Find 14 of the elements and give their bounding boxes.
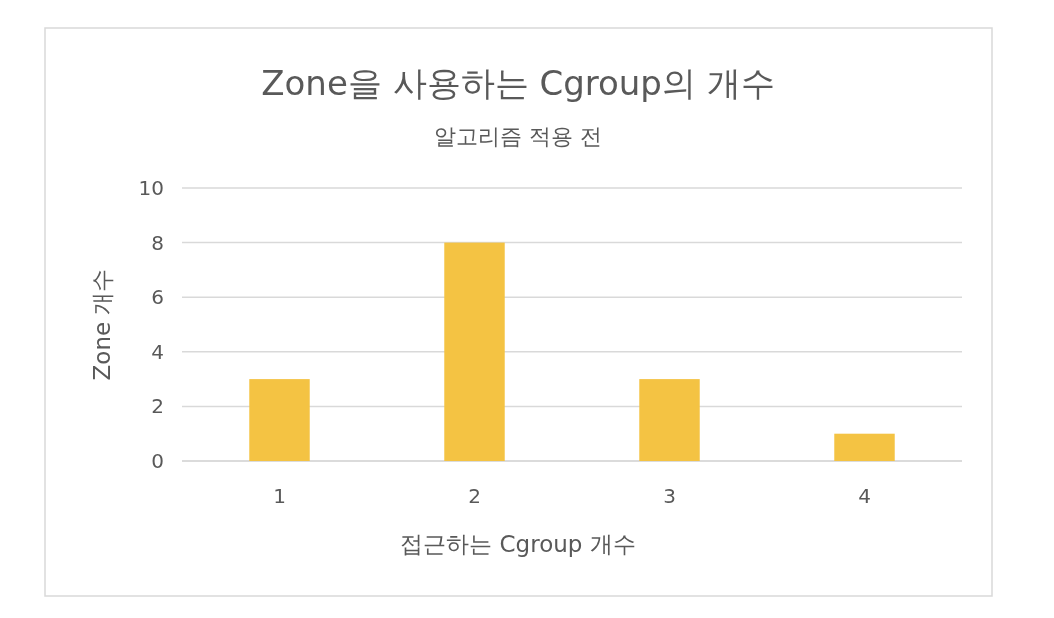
chart-subtitle: 알고리즘 적용 전: [434, 124, 602, 149]
x-tick-label: 1: [273, 484, 286, 508]
y-tick-label: 0: [151, 449, 164, 473]
x-axis-title: 접근하는 Cgroup 개수: [400, 531, 636, 557]
chart-title: Zone을 사용하는 Cgroup의 개수: [261, 63, 775, 103]
y-tick-label: 8: [151, 230, 164, 255]
x-tick-label: 3: [663, 484, 676, 508]
y-axis-title: Zone 개수: [89, 268, 115, 381]
y-tick-label: 6: [151, 285, 164, 310]
x-tick-label: 4: [858, 484, 871, 508]
y-tick-label: 4: [151, 339, 164, 364]
y-tick-label: 2: [151, 394, 164, 419]
x-tick-label: 2: [468, 484, 481, 508]
y-tick-label: 10: [138, 176, 164, 200]
